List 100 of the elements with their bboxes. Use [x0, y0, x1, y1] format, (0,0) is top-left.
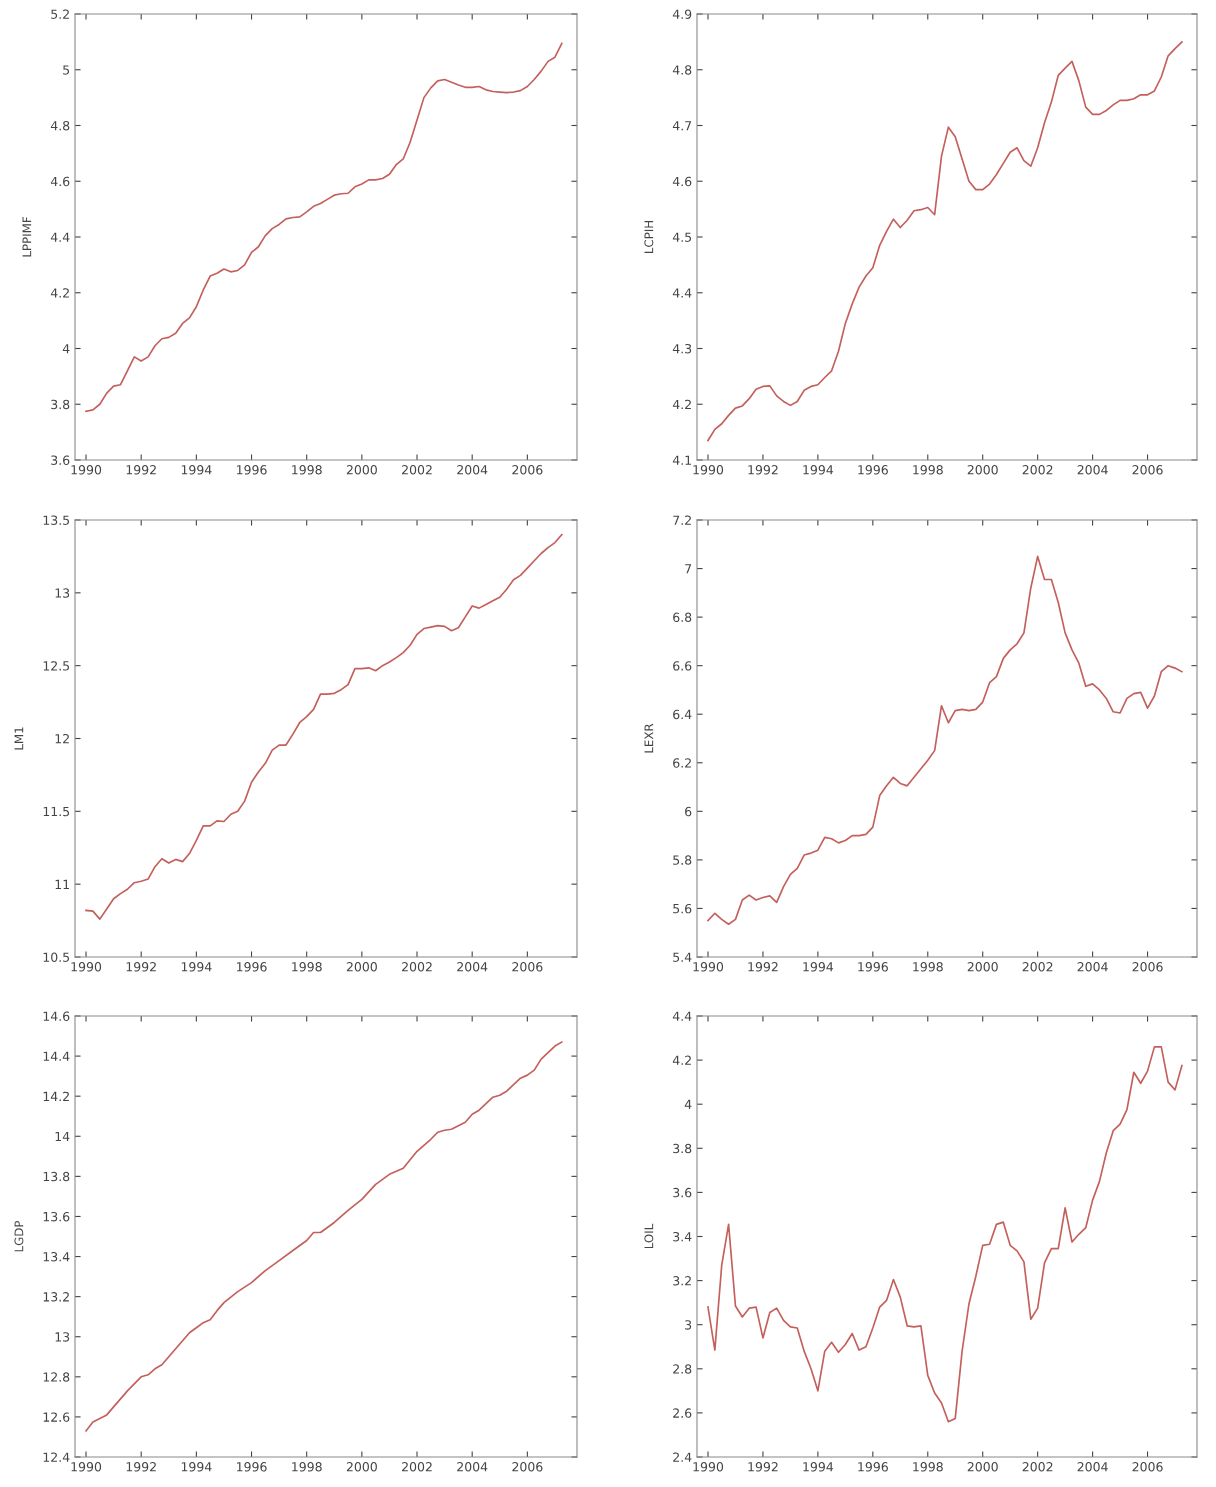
y-tick-label: 12.4: [43, 1452, 70, 1462]
line-series: [85, 533, 563, 920]
y-tick-label: 13.8: [43, 1171, 70, 1182]
line-series: [85, 42, 563, 413]
y-tick-label: 6.6: [673, 661, 692, 671]
x-tick-label: 2002: [1022, 962, 1053, 972]
y-tick-label: 6: [685, 806, 692, 817]
y-tick-label: 13.6: [43, 1211, 70, 1222]
x-tick-label: 1998: [292, 465, 322, 475]
y-tick-label: 12.8: [43, 1372, 70, 1382]
y-tick-label: 14.2: [43, 1091, 69, 1101]
y-tick-label: 6.8: [673, 612, 692, 623]
y-tick-label: 3.8: [673, 1143, 692, 1154]
x-tick-label: 1990: [693, 1462, 724, 1472]
x-tick-label: 1996: [236, 962, 267, 972]
x-tick-label: 2002: [1022, 1462, 1053, 1472]
x-tick-label: 2006: [1132, 1462, 1163, 1472]
y-tick-label: 4.2: [50, 288, 69, 298]
y-tick-label: 5.8: [673, 855, 692, 865]
x-tick-label: 1996: [858, 465, 888, 475]
line-series: [707, 555, 1183, 926]
x-tick-label: 1994: [803, 465, 834, 475]
y-axis-title: LM1: [14, 727, 24, 750]
y-tick-label: 7.2: [673, 515, 691, 525]
y-tick-label: 11: [55, 879, 69, 889]
x-tick-label: 1996: [858, 1462, 888, 1472]
y-tick-label: 5.4: [673, 952, 692, 962]
x-tick-label: 2004: [457, 465, 488, 475]
y-tick-label: 6.4: [673, 709, 692, 720]
y-tick-label: 13: [55, 1332, 70, 1342]
y-tick-label: 12.5: [43, 661, 70, 671]
x-tick-label: 2006: [1132, 962, 1163, 972]
y-axis-title: LOIL: [644, 1223, 654, 1249]
x-tick-label: 1992: [748, 465, 778, 475]
y-tick-label: 4.8: [672, 65, 692, 75]
x-tick-label: 2002: [402, 962, 432, 972]
x-tick-label: 2002: [402, 465, 432, 475]
x-tick-label: 2000: [346, 962, 377, 972]
y-tick-label: 4.3: [672, 343, 692, 354]
x-tick-label: 2004: [457, 962, 488, 972]
y-tick-label: 3.8: [51, 399, 70, 410]
y-tick-label: 4.2: [672, 399, 691, 409]
y-tick-label: 4.6: [50, 176, 70, 187]
y-tick-label: 2.8: [673, 1364, 692, 1374]
y-tick-label: 13.4: [43, 1252, 70, 1262]
y-tick-label: 4.2: [672, 1055, 691, 1065]
x-tick-label: 2002: [1022, 465, 1053, 475]
y-tick-label: 4.9: [672, 9, 692, 19]
y-tick-label: 11.5: [43, 806, 70, 817]
y-tick-label: 4.4: [50, 232, 70, 242]
x-tick-label: 2000: [346, 1462, 377, 1472]
x-tick-label: 1996: [858, 962, 888, 972]
y-tick-label: 13.5: [43, 515, 70, 525]
line-series: [707, 41, 1183, 442]
y-tick-label: 12.6: [43, 1412, 70, 1422]
y-tick-label: 3.6: [51, 455, 70, 465]
y-tick-label: 4.6: [672, 176, 692, 187]
y-tick-label: 6.2: [673, 758, 691, 768]
y-tick-label: 2.4: [673, 1452, 692, 1462]
y-tick-label: 3: [685, 1320, 692, 1330]
y-tick-label: 3.2: [673, 1276, 691, 1286]
x-tick-label: 1994: [803, 1462, 834, 1472]
x-tick-label: 2006: [512, 465, 543, 475]
y-tick-label: 4: [684, 1099, 692, 1109]
line-series: [707, 1046, 1183, 1423]
x-tick-label: 2000: [967, 962, 998, 972]
x-tick-label: 1994: [181, 962, 212, 972]
x-tick-label: 1990: [693, 465, 724, 475]
y-tick-label: 5.6: [673, 903, 692, 914]
x-tick-label: 1998: [913, 465, 943, 475]
x-tick-label: 1998: [292, 1462, 322, 1472]
x-tick-label: 1990: [71, 465, 102, 475]
line-series: [85, 1041, 563, 1432]
x-tick-label: 1992: [126, 465, 156, 475]
y-axis-title: LGDP: [14, 1220, 24, 1252]
x-tick-label: 2000: [967, 465, 998, 475]
y-axis-title: LCPIH: [644, 221, 654, 253]
y-tick-label: 12: [55, 733, 69, 744]
y-tick-label: 4.7: [672, 121, 692, 131]
x-tick-label: 1992: [126, 962, 156, 972]
x-tick-label: 1994: [181, 465, 212, 475]
y-axis-title: LPPIMF: [22, 217, 32, 257]
y-tick-label: 2.6: [673, 1408, 692, 1418]
y-tick-label: 13.2: [43, 1292, 69, 1302]
y-tick-label: 4.4: [672, 288, 692, 298]
y-tick-label: 4.4: [672, 1011, 692, 1021]
x-tick-label: 1998: [913, 1462, 943, 1472]
y-tick-label: 3.4: [673, 1231, 692, 1242]
x-tick-label: 2000: [346, 465, 377, 475]
x-tick-label: 1990: [71, 962, 102, 972]
y-tick-label: 4.8: [50, 120, 70, 131]
x-tick-label: 1996: [236, 465, 267, 475]
y-tick-label: 4.1: [672, 455, 691, 465]
y-tick-label: 4: [62, 344, 70, 354]
y-tick-label: 14.4: [43, 1051, 70, 1061]
y-tick-label: 13: [55, 588, 70, 598]
x-tick-label: 1992: [748, 962, 778, 972]
x-tick-label: 2000: [967, 1462, 998, 1472]
x-tick-label: 1996: [236, 1462, 267, 1472]
y-tick-label: 5: [63, 65, 70, 75]
